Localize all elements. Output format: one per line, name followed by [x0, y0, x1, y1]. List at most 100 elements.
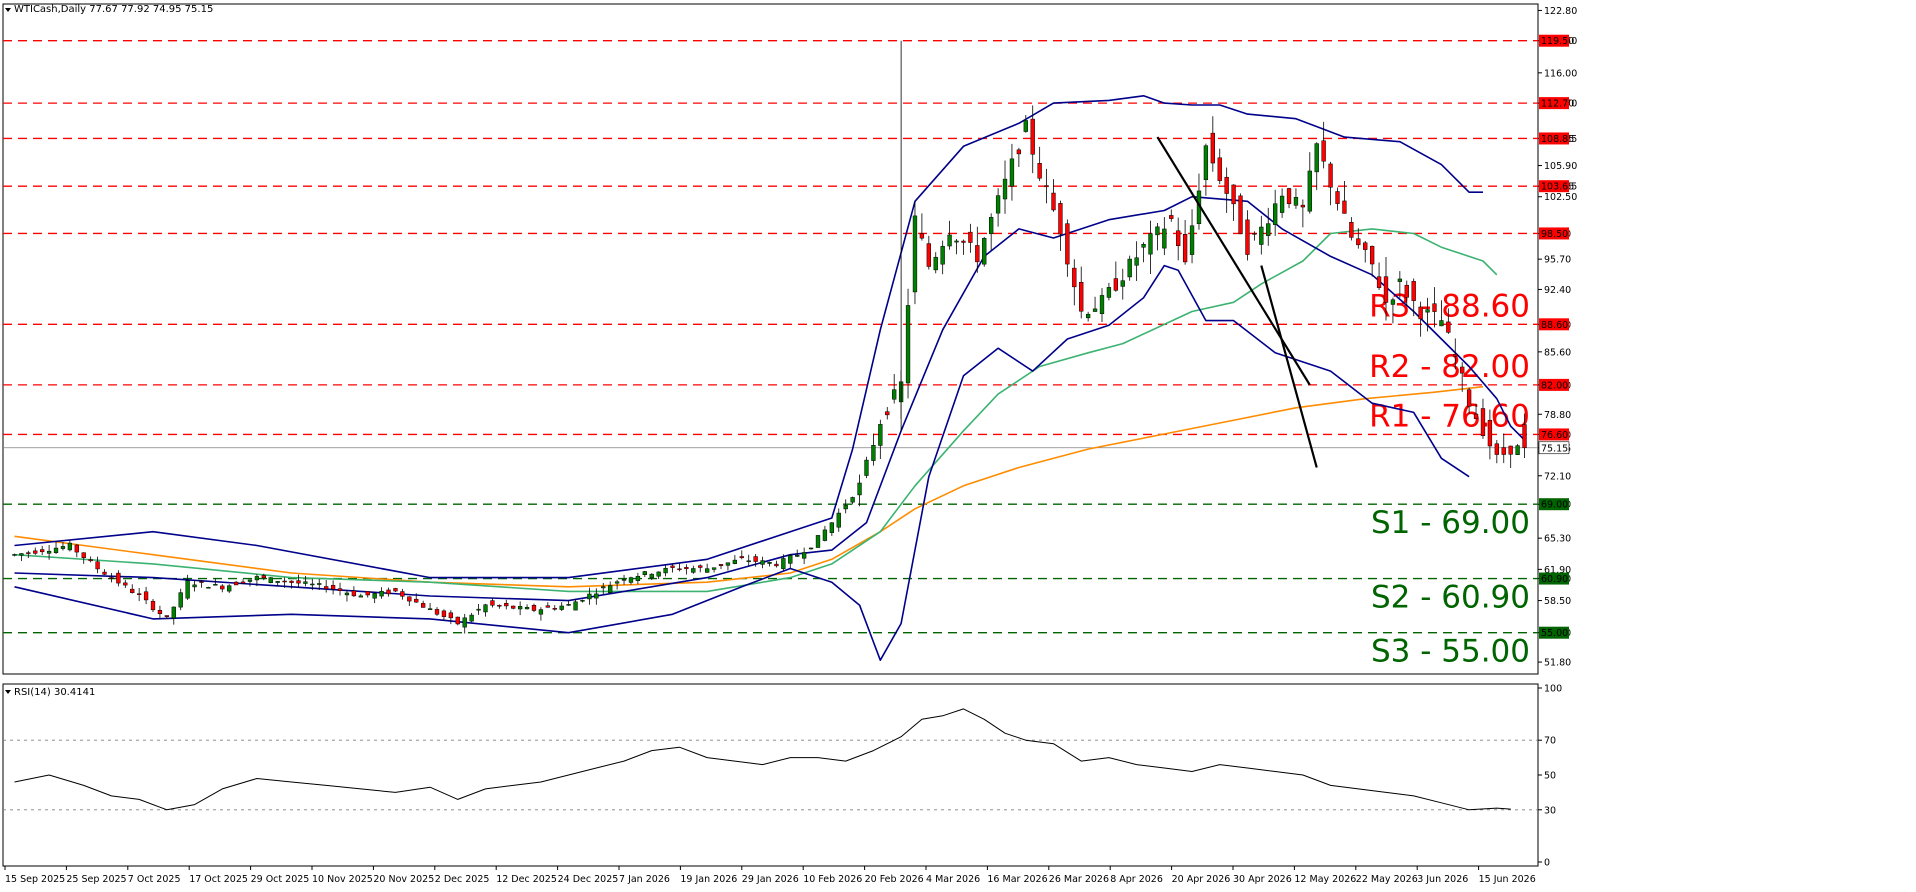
candle-bull [649, 573, 654, 579]
x-axis-label: 20 Nov 2025 [373, 874, 434, 885]
candle-bear [1252, 233, 1257, 235]
candle-bull [247, 579, 253, 582]
candle-bull [642, 571, 647, 575]
candle-bear [961, 240, 966, 243]
candle-bull [372, 593, 377, 599]
candle-bull [954, 240, 959, 243]
candle-bull [462, 617, 467, 628]
candle-bear [1072, 267, 1077, 288]
candle-bear [1065, 223, 1070, 265]
candle-bull [303, 581, 308, 584]
candle-bear [1480, 408, 1486, 437]
candle-bear [1051, 192, 1056, 211]
candle-bear [1446, 321, 1451, 333]
candle-bull [1023, 120, 1028, 132]
level-tag-bg [1539, 227, 1569, 240]
candle-bear [1321, 140, 1326, 162]
candle-bear [407, 596, 412, 602]
candle-bear [677, 568, 682, 571]
candle-bear [1286, 188, 1292, 205]
candle-bull [746, 560, 751, 563]
candle-bull [601, 586, 606, 589]
candle-bear [1328, 163, 1333, 188]
candle-bull [1085, 313, 1091, 319]
candle-bear [1411, 281, 1416, 301]
chart-header-text: WTICash,Daily 77.67 77.92 74.95 75.15 [14, 4, 213, 15]
level-tag-label: 108.85 [1541, 134, 1574, 145]
candle-bull [171, 606, 176, 619]
x-axis-label: 10 Feb 2026 [803, 874, 862, 885]
x-axis-label: 3 Jun 2026 [1417, 874, 1468, 885]
candle-bear [739, 556, 744, 559]
candle-bear [1487, 419, 1493, 447]
rsi-axis-tick-label: 0 [1544, 858, 1550, 869]
candle-bull [1397, 278, 1403, 282]
level-tag-bg [1539, 34, 1569, 47]
level-tag-label: 112.70 [1541, 99, 1574, 110]
candle-bull [871, 445, 876, 461]
candle-bear [164, 615, 170, 617]
candle-bull [760, 560, 765, 565]
candle-bear [1217, 157, 1222, 181]
level-tag-bg [1539, 626, 1569, 639]
candle-bull [1390, 299, 1396, 305]
candle-bull [801, 552, 807, 559]
price-axis-tick-label: 65.30 [1544, 534, 1571, 545]
trendline-2 [1260, 265, 1318, 468]
candle-bear [718, 564, 724, 566]
x-axis-label: 24 Dec 2025 [558, 874, 619, 885]
candle-bull [185, 580, 190, 599]
candle-bear [1037, 163, 1042, 179]
x-axis-label: 16 Mar 2026 [987, 874, 1047, 885]
bollinger-upper-line [14, 95, 1483, 579]
candle-bear [926, 243, 931, 267]
level-tag-label: 69.00 [1541, 500, 1568, 511]
candle-bull [656, 571, 661, 577]
candle-bull [1120, 280, 1125, 287]
candle-bear [490, 600, 495, 606]
candle-bear [968, 231, 973, 243]
candle-bear [684, 567, 689, 570]
candle-bear [1363, 242, 1368, 250]
candle-bull [843, 504, 848, 510]
candle-bull [1134, 257, 1139, 266]
candle-bear [1376, 276, 1382, 288]
level-label-S3: S3 - 55.00 [1371, 634, 1530, 670]
candle-bear [774, 563, 779, 567]
candle-bear [74, 544, 79, 553]
price-axis-tick-label: 78.80 [1544, 410, 1571, 421]
bollinger-middle-line [14, 195, 1526, 602]
candle-bear [123, 582, 128, 586]
level-tag-label: 88.60 [1541, 320, 1568, 331]
candle-bull [788, 555, 793, 564]
x-axis-label: 10 Nov 2025 [312, 874, 373, 885]
candle-bull [767, 562, 772, 564]
candle-bull [878, 424, 883, 446]
candle-bull [317, 583, 322, 585]
candle-bull [1203, 145, 1209, 180]
candle-bear [531, 604, 537, 611]
level-tag-label: 55.00 [1541, 628, 1568, 639]
candle-bear [102, 571, 107, 575]
candle-bull [344, 592, 350, 596]
price-axis-tick-label: 85.60 [1544, 347, 1571, 358]
candle-bull [892, 389, 897, 400]
candle-bear [975, 245, 980, 263]
price-axis-tick-label: 105.90 [1544, 161, 1577, 172]
candle-bear [441, 610, 447, 617]
candle-bull [517, 606, 523, 610]
rsi-collapse-triangle-icon [5, 690, 11, 694]
candle-bull [538, 609, 544, 615]
candle-bear [504, 602, 509, 607]
candle-bull [1162, 228, 1167, 249]
candle-bull [46, 550, 52, 554]
candle-bull [705, 568, 710, 573]
bollinger-lower-line [14, 264, 1470, 662]
candle-bear [289, 580, 294, 583]
rsi-axis-tick-label: 50 [1544, 771, 1556, 782]
candle-bear [1182, 233, 1188, 263]
candle-bull [12, 554, 17, 556]
candle-bull [587, 593, 592, 600]
x-axis-label: 12 Dec 2025 [496, 874, 557, 885]
